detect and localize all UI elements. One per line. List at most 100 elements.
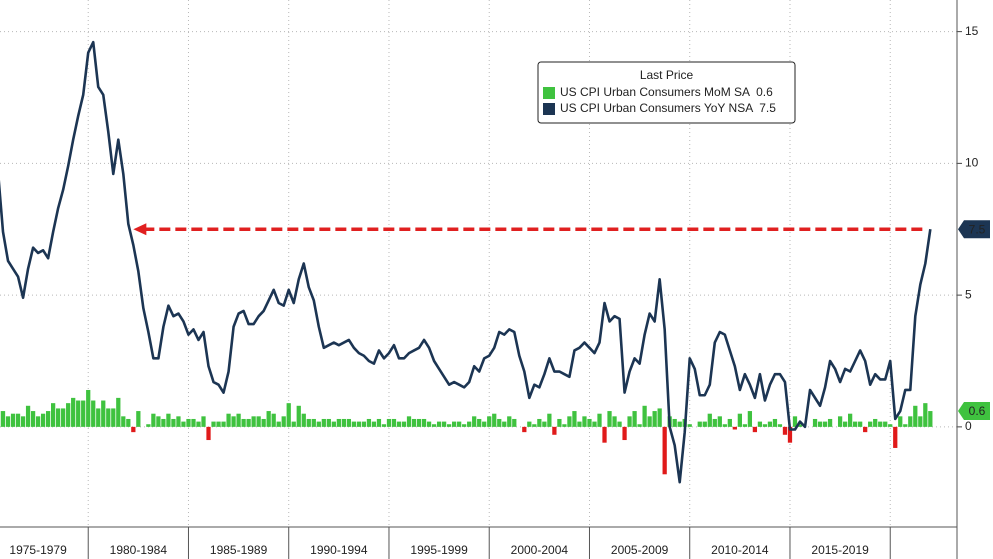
bar xyxy=(191,418,196,427)
bar xyxy=(66,403,71,427)
bar xyxy=(893,426,898,448)
bar xyxy=(241,418,246,427)
bar xyxy=(15,413,21,427)
bar xyxy=(136,411,141,427)
bar xyxy=(672,418,677,427)
bar xyxy=(176,416,181,427)
bar xyxy=(888,424,893,427)
bar xyxy=(592,421,597,427)
bar xyxy=(512,418,517,427)
bar xyxy=(346,418,352,427)
bar xyxy=(757,421,763,427)
y-tick-label: 10 xyxy=(965,156,979,170)
value-badge-label: 7.5 xyxy=(969,222,986,236)
bar xyxy=(196,421,201,427)
bar xyxy=(607,411,612,427)
bar xyxy=(331,421,336,427)
bar xyxy=(827,418,833,427)
bar xyxy=(627,416,632,427)
bar xyxy=(853,421,858,427)
bar xyxy=(492,413,497,427)
bar xyxy=(842,421,848,427)
bar xyxy=(361,421,367,427)
bar xyxy=(497,418,502,427)
bar xyxy=(86,389,91,427)
bar xyxy=(762,424,768,427)
bar xyxy=(161,418,166,427)
bar xyxy=(286,403,291,427)
bar xyxy=(863,426,868,433)
bar xyxy=(121,416,126,427)
bar xyxy=(25,405,31,427)
legend-value: 7.5 xyxy=(759,101,776,115)
bar xyxy=(547,413,552,427)
bar xyxy=(30,411,36,427)
bar xyxy=(216,421,221,427)
bar xyxy=(487,416,492,427)
bar xyxy=(797,424,803,427)
bar xyxy=(702,421,707,427)
bar xyxy=(96,408,101,427)
bar xyxy=(502,421,507,427)
bar xyxy=(552,426,557,435)
bar xyxy=(597,413,602,427)
bar xyxy=(45,411,51,427)
bar xyxy=(81,400,86,427)
bar xyxy=(131,426,136,433)
bar xyxy=(482,421,487,427)
x-period-label: 2000-2004 xyxy=(511,543,569,557)
bar xyxy=(767,421,773,427)
legend: Last Price US CPI Urban Consumers MoM SA 0… xyxy=(537,61,796,124)
bar xyxy=(622,426,627,441)
bar xyxy=(472,416,477,427)
bar xyxy=(91,400,96,427)
bar xyxy=(226,413,231,427)
bar xyxy=(537,418,542,427)
bar xyxy=(51,403,56,427)
x-period-label: 2015-2019 xyxy=(811,543,869,557)
bar xyxy=(582,416,587,427)
bar xyxy=(426,421,432,427)
bar xyxy=(918,416,923,427)
bar xyxy=(20,416,26,427)
bar xyxy=(717,416,722,427)
lines xyxy=(0,40,932,484)
bar xyxy=(727,418,732,427)
value-badge xyxy=(958,402,990,421)
x-period-label: 1995-1999 xyxy=(410,543,468,557)
bar xyxy=(923,403,928,427)
bar xyxy=(477,418,482,427)
value-badge xyxy=(958,220,990,239)
legend-title: Last Price xyxy=(640,68,694,82)
bar xyxy=(10,413,16,427)
bar xyxy=(5,416,11,427)
bar xyxy=(371,421,377,427)
bar xyxy=(747,411,753,427)
bar xyxy=(166,413,171,427)
bar xyxy=(116,397,121,427)
bar xyxy=(772,418,778,427)
bar xyxy=(792,416,798,427)
bar xyxy=(687,424,692,427)
bar xyxy=(883,421,888,427)
bar xyxy=(787,426,793,443)
bar xyxy=(306,418,311,427)
bar xyxy=(186,418,191,427)
bar xyxy=(712,418,717,427)
bar xyxy=(406,416,412,427)
bar xyxy=(903,424,908,427)
bar xyxy=(146,424,151,427)
bar xyxy=(421,418,427,427)
bar xyxy=(467,421,472,427)
x-period-label: 1980-1984 xyxy=(110,543,168,557)
bar xyxy=(256,416,261,427)
bar xyxy=(913,405,918,427)
y-tick-label: 0 xyxy=(965,419,972,433)
x-period-label: 1985-1989 xyxy=(210,543,268,557)
bar xyxy=(336,418,341,427)
y-tick-label: 15 xyxy=(965,24,979,38)
bar xyxy=(732,426,737,430)
bar xyxy=(532,424,537,427)
